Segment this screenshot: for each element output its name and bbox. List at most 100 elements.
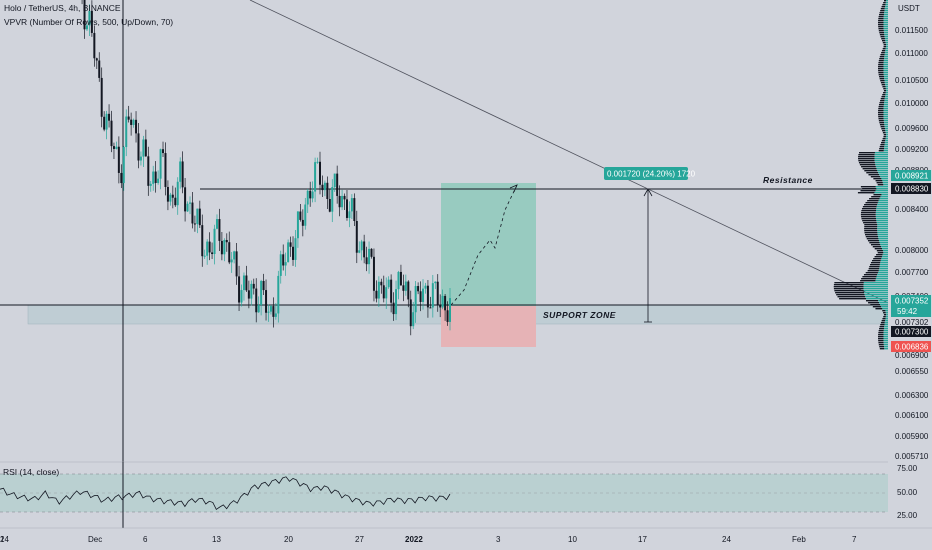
price-tag-current: 0.007352 — [895, 297, 929, 306]
vpvr-bar-up — [875, 212, 888, 214]
candle-body — [429, 307, 432, 309]
price-tick: 0.011500 — [895, 26, 928, 35]
trendline[interactable] — [249, 0, 889, 304]
vpvr-bar-up — [883, 60, 888, 62]
vpvr-bar-up — [885, 132, 888, 134]
vpvr-bar-down — [878, 118, 884, 120]
candle-body — [108, 113, 111, 121]
candle-body — [360, 241, 363, 251]
vpvr-bar-up — [884, 8, 888, 10]
vpvr-bar-down — [881, 142, 885, 144]
vpvr-bar-down — [878, 70, 884, 72]
candle-body — [321, 184, 324, 191]
candle-body — [242, 275, 245, 291]
vpvr-bar-down — [880, 144, 885, 146]
vpvr-bar-up — [884, 102, 888, 104]
candle-body — [370, 248, 373, 257]
vpvr-bar-up — [885, 84, 888, 86]
time-tick: 17 — [638, 535, 647, 544]
candle-body — [179, 161, 182, 182]
vpvr-bar-down — [880, 98, 885, 100]
vpvr-bar-up — [883, 108, 888, 110]
candle-body — [257, 305, 260, 313]
vpvr-bar-up — [876, 206, 888, 208]
vpvr-bar-up — [875, 216, 888, 218]
vpvr-bar-down — [874, 256, 882, 258]
price-tick: 0.008400 — [895, 205, 929, 214]
vpvr-bar-down — [860, 190, 876, 192]
candle-body — [122, 147, 125, 184]
candle-body — [380, 281, 383, 286]
vpvr-bar-down — [871, 260, 881, 262]
vpvr-bar-down — [878, 106, 884, 108]
vpvr-bar-down — [883, 44, 887, 46]
vpvr-bar-down — [870, 304, 881, 306]
time-axis[interactable]: 2 Dec 6 13 20 27 2022 3 10 17 24 Feb 7 14 — [0, 535, 857, 544]
vpvr-bar-up — [884, 122, 888, 124]
stop-zone[interactable] — [441, 306, 536, 347]
time-tick: 27 — [355, 535, 364, 544]
resistance-label: Resistance — [763, 175, 813, 185]
candle-body — [181, 161, 184, 188]
vpvr-bar-down — [883, 46, 886, 48]
vpvr-bar-up — [885, 86, 888, 88]
vpvr-bar-up — [885, 316, 888, 318]
candle-body — [277, 275, 280, 314]
vpvr-bar-up — [874, 154, 888, 156]
vpvr-bar-up — [884, 148, 888, 150]
vpvr-bar-down — [879, 124, 885, 126]
candle-body — [348, 211, 351, 218]
price-axis[interactable] — [888, 0, 932, 528]
measure-label-box — [604, 167, 688, 180]
price-tag-stop: 0.006836 — [895, 343, 929, 352]
candle-body — [223, 239, 226, 255]
vpvr-bar-down — [879, 348, 885, 350]
candle-body — [397, 271, 400, 290]
vpvr-bar-down — [836, 294, 865, 296]
vpvr-bar-down — [872, 246, 882, 248]
candle-body — [363, 241, 366, 258]
vpvr-legend[interactable]: VPVR (Number Of Rows, 500, Up/Down, 70) — [4, 17, 174, 27]
symbol-title[interactable]: Holo / TetherUS, 4h, BINANCE — [4, 3, 121, 13]
price-tag-top-box — [891, 170, 931, 181]
rsi-legend[interactable]: RSI (14, close) — [3, 467, 60, 477]
vpvr-bar-down — [879, 78, 885, 80]
vpvr-bar-down — [865, 236, 878, 238]
price-tick: 0.006900 — [895, 351, 929, 360]
candle-body — [269, 306, 272, 312]
candle-body — [422, 288, 425, 302]
vpvr-bar-down — [878, 332, 884, 334]
candle-body — [157, 178, 160, 183]
vpvr-bar-up — [863, 288, 888, 290]
vpvr-bar-down — [864, 228, 878, 230]
support-zone-label: SUPPORT ZONE — [543, 310, 616, 320]
vpvr-bar-down — [880, 126, 885, 128]
vpvr-bar-down — [878, 342, 884, 344]
vpvr-bar-down — [862, 206, 877, 208]
vpvr-bar-down — [881, 40, 886, 42]
vpvr-bar-up — [879, 242, 888, 244]
price-tick: 0.009600 — [895, 124, 929, 133]
vpvr-bar-up — [885, 320, 888, 322]
vpvr-bar-up — [886, 44, 888, 46]
vpvr-bar-down — [883, 134, 887, 136]
vpvr-bar-down — [877, 184, 884, 186]
vpvr-bar-down — [879, 32, 885, 34]
candle-body — [274, 313, 277, 317]
vpvr-bar-up — [883, 338, 888, 340]
vpvr-bar-up — [883, 118, 888, 120]
vpvr-bar-down — [880, 82, 885, 84]
target-zone[interactable] — [441, 183, 536, 306]
vpvr-bar-down — [867, 240, 879, 242]
vpvr-bar-down — [882, 318, 886, 320]
vpvr-bar-up — [885, 96, 888, 98]
candle-body — [316, 161, 319, 163]
vpvr-bar-up — [879, 302, 888, 304]
candle-body — [135, 119, 138, 134]
measure-arrow-head — [643, 188, 653, 197]
vpvr-bar-down — [862, 168, 877, 170]
vpvr-bar-down — [879, 56, 885, 58]
candle-body — [186, 203, 189, 212]
candle-body — [245, 275, 248, 291]
